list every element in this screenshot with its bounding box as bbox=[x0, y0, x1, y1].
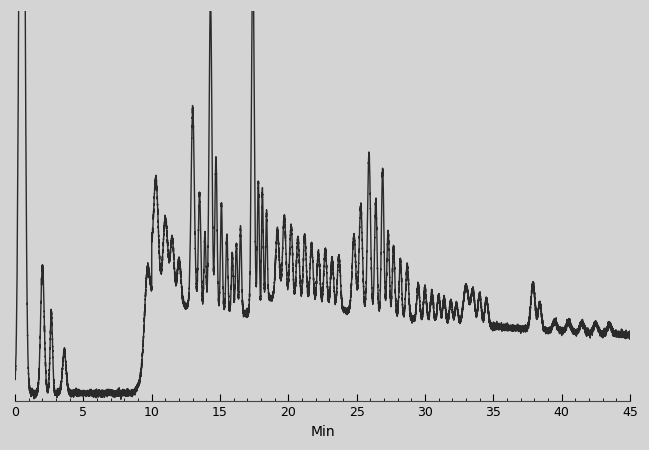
X-axis label: Min: Min bbox=[310, 425, 335, 439]
